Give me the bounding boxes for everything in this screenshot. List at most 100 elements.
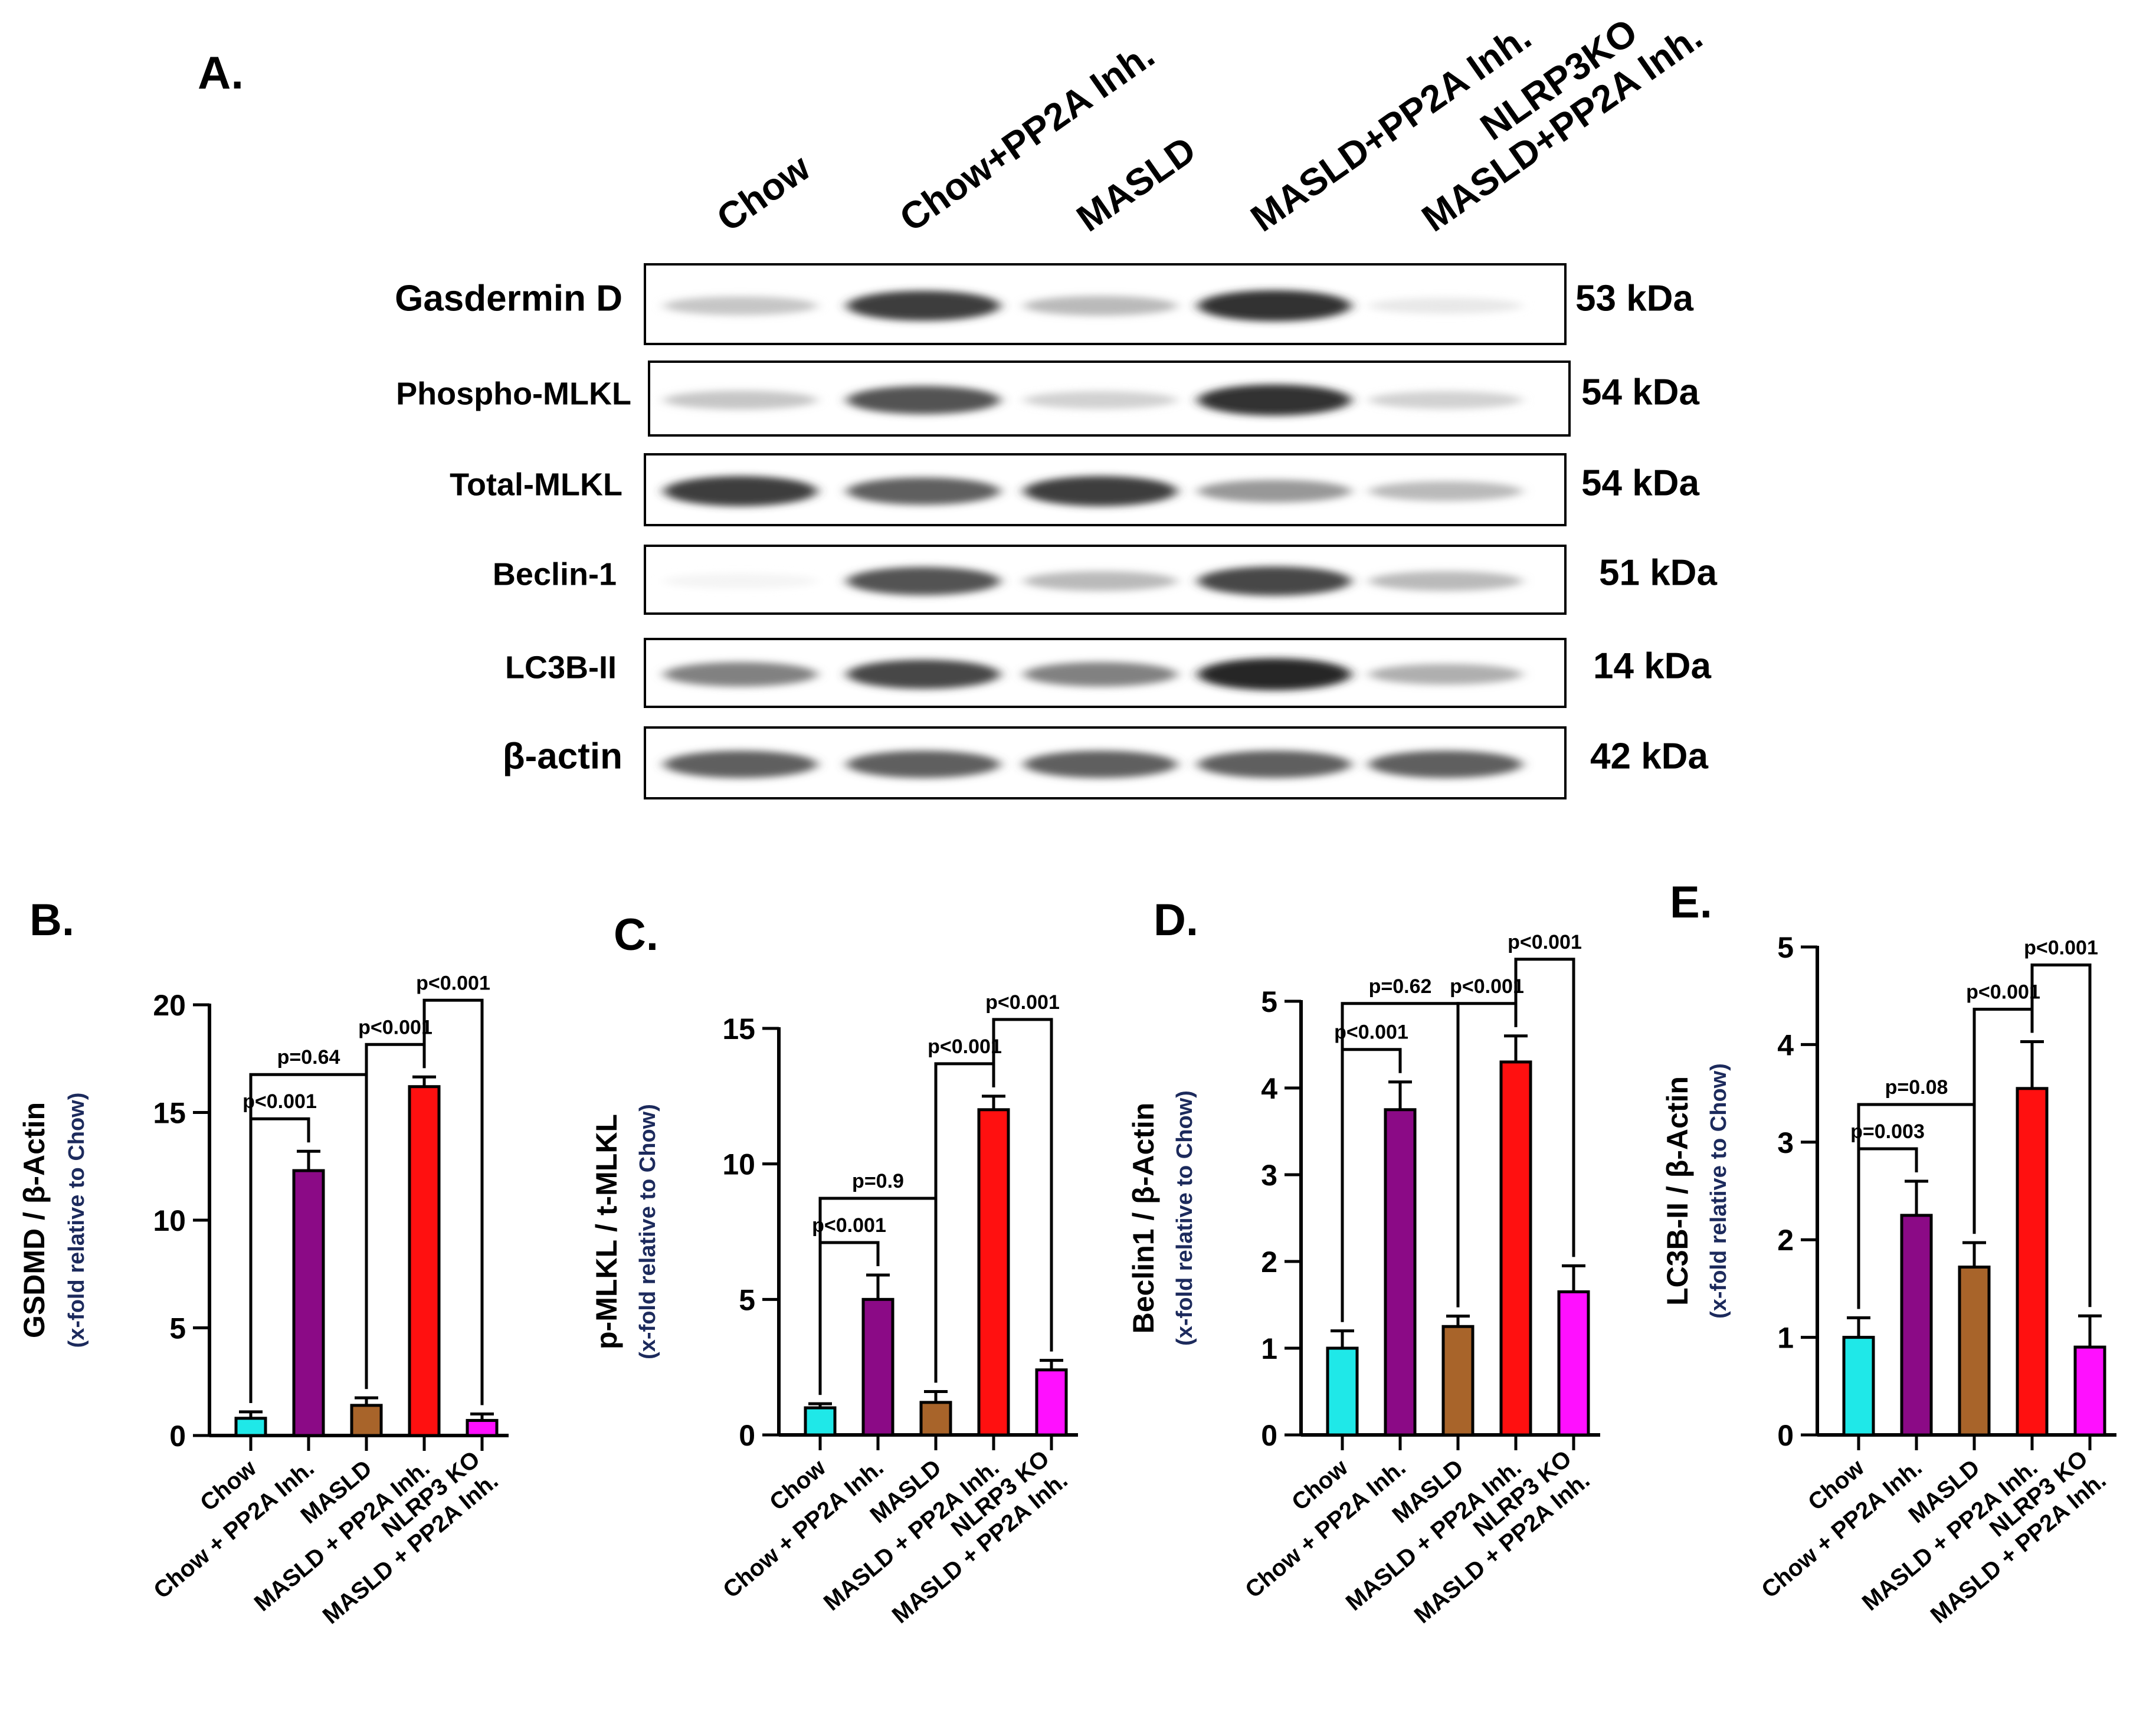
y-tick-label: 4 [1777, 1028, 1794, 1061]
blot-band [847, 751, 1000, 778]
blot-band [847, 477, 1000, 505]
protein-label: Beclin-1 [493, 557, 617, 592]
y-tick-label: 1 [1261, 1332, 1277, 1365]
y-axis-label: Beclin1 / β-Actin [1127, 1103, 1160, 1334]
blot-band [1198, 658, 1351, 691]
bar [466, 1418, 499, 1437]
y-tick-label: 5 [1261, 985, 1277, 1018]
p-value-label: p=0.003 [1850, 1120, 1925, 1143]
blot-band [847, 566, 1000, 595]
p-value-label: p<0.001 [1966, 981, 2040, 1003]
y-tick-label: 0 [1261, 1419, 1277, 1452]
y-tick-label: 5 [1777, 931, 1794, 964]
y-axis-sublabel: (x-fold relative to Chow) [1706, 1063, 1731, 1319]
p-value-label: p<0.001 [928, 1035, 1002, 1058]
y-tick-label: 5 [739, 1283, 755, 1316]
bar [2073, 1345, 2106, 1437]
blot-band [1024, 662, 1177, 687]
molecular-weight-label: 54 kDa [1581, 372, 1699, 413]
p-value-label: p<0.001 [416, 972, 490, 994]
bar-chart: E. LC3B-II / β-Actin (x-fold relative to C… [1661, 877, 2116, 1628]
blot-band [1369, 664, 1522, 685]
y-tick-label: 1 [1777, 1322, 1794, 1355]
y-tick-label: 0 [739, 1419, 755, 1452]
protein-label: Gasdermin D [395, 278, 622, 319]
y-tick-label: 20 [153, 989, 186, 1022]
y-tick-label: 4 [1261, 1072, 1277, 1105]
blot-band [1198, 480, 1351, 503]
y-tick-label: 2 [1777, 1224, 1794, 1257]
blot-band [1198, 566, 1351, 596]
blot-band [1369, 391, 1522, 409]
bar [234, 1417, 267, 1437]
y-axis-label: GSDMD / β-Actin [18, 1102, 51, 1338]
blot-band [664, 573, 817, 589]
blot-band [664, 391, 817, 409]
bar [804, 1406, 837, 1437]
bar [1557, 1290, 1590, 1437]
protein-label: LC3B-II [505, 650, 617, 686]
y-tick-label: 2 [1261, 1246, 1277, 1279]
bar-chart: C. p-MLKL / t-MLKL (x-fold relative to Cho… [590, 910, 1078, 1628]
bar [861, 1297, 894, 1437]
y-axis-sublabel: (x-fold relative to Chow) [635, 1104, 660, 1359]
panel-label: C. [614, 910, 658, 960]
bar [1384, 1108, 1417, 1437]
y-tick-label: 3 [1261, 1159, 1277, 1192]
bar [919, 1401, 952, 1437]
p-value-label: p<0.001 [985, 991, 1060, 1014]
p-value-label: p<0.001 [1334, 1021, 1408, 1044]
p-value-label: p<0.001 [812, 1214, 886, 1237]
protein-label: β-actin [503, 736, 622, 777]
molecular-weight-label: 54 kDa [1581, 463, 1699, 504]
y-axis-label: LC3B-II / β-Actin [1661, 1076, 1694, 1306]
blot-band [1369, 751, 1522, 778]
bar-chart: D. Beclin1 / β-Actin (x-fold relative to C… [1127, 895, 1600, 1628]
blot-band [1198, 384, 1351, 416]
bar [1900, 1214, 1933, 1437]
y-tick-label: 15 [153, 1097, 186, 1130]
y-tick-label: 0 [1777, 1419, 1794, 1452]
p-value-label: p=0.64 [277, 1046, 340, 1069]
blot-band [847, 660, 1000, 689]
y-axis-sublabel: (x-fold relative to Chow) [64, 1093, 89, 1348]
lane-label: Chow [709, 146, 818, 240]
y-axis-sublabel: (x-fold relative to Chow) [1172, 1090, 1197, 1346]
y-tick-label: 10 [722, 1148, 755, 1181]
quantification-charts: B. GSDMD / β-Actin (x-fold relative to Cho… [18, 877, 2116, 1629]
blot-band [664, 751, 817, 778]
bar [350, 1404, 383, 1437]
y-tick-label: 3 [1777, 1126, 1794, 1159]
bar [408, 1085, 441, 1437]
blot-band [1369, 481, 1522, 502]
p-value-label: p=0.62 [1369, 975, 1432, 998]
blot-band [1024, 296, 1177, 316]
blot-band [1024, 751, 1177, 778]
blot-band [1024, 476, 1177, 507]
bar [1441, 1325, 1475, 1437]
bar [1958, 1266, 1991, 1437]
blot-band [664, 296, 817, 316]
y-tick-label: 15 [722, 1012, 755, 1046]
y-tick-label: 0 [169, 1420, 186, 1453]
significance-bracket [992, 1018, 1053, 1352]
lane-label-line: Chow [709, 146, 818, 240]
p-value-label: p<0.001 [1508, 931, 1582, 953]
blot-band [1198, 290, 1351, 322]
blot-band [664, 476, 817, 507]
bar [977, 1108, 1010, 1437]
bar [1326, 1346, 1359, 1437]
molecular-weight-label: 42 kDa [1590, 736, 1708, 777]
y-tick-label: 10 [153, 1204, 186, 1237]
blot-band [847, 386, 1000, 414]
blot-band [1024, 391, 1177, 409]
panel-label: A. [198, 47, 244, 99]
protein-label: Phospho-MLKL [396, 376, 631, 412]
significance-bracket [422, 998, 484, 1405]
bar [1842, 1336, 1875, 1437]
p-value-label: p<0.001 [358, 1016, 432, 1038]
blot-band [847, 290, 1000, 321]
panel-label: E. [1670, 877, 1712, 928]
bar [292, 1169, 325, 1437]
bar [2016, 1087, 2049, 1437]
